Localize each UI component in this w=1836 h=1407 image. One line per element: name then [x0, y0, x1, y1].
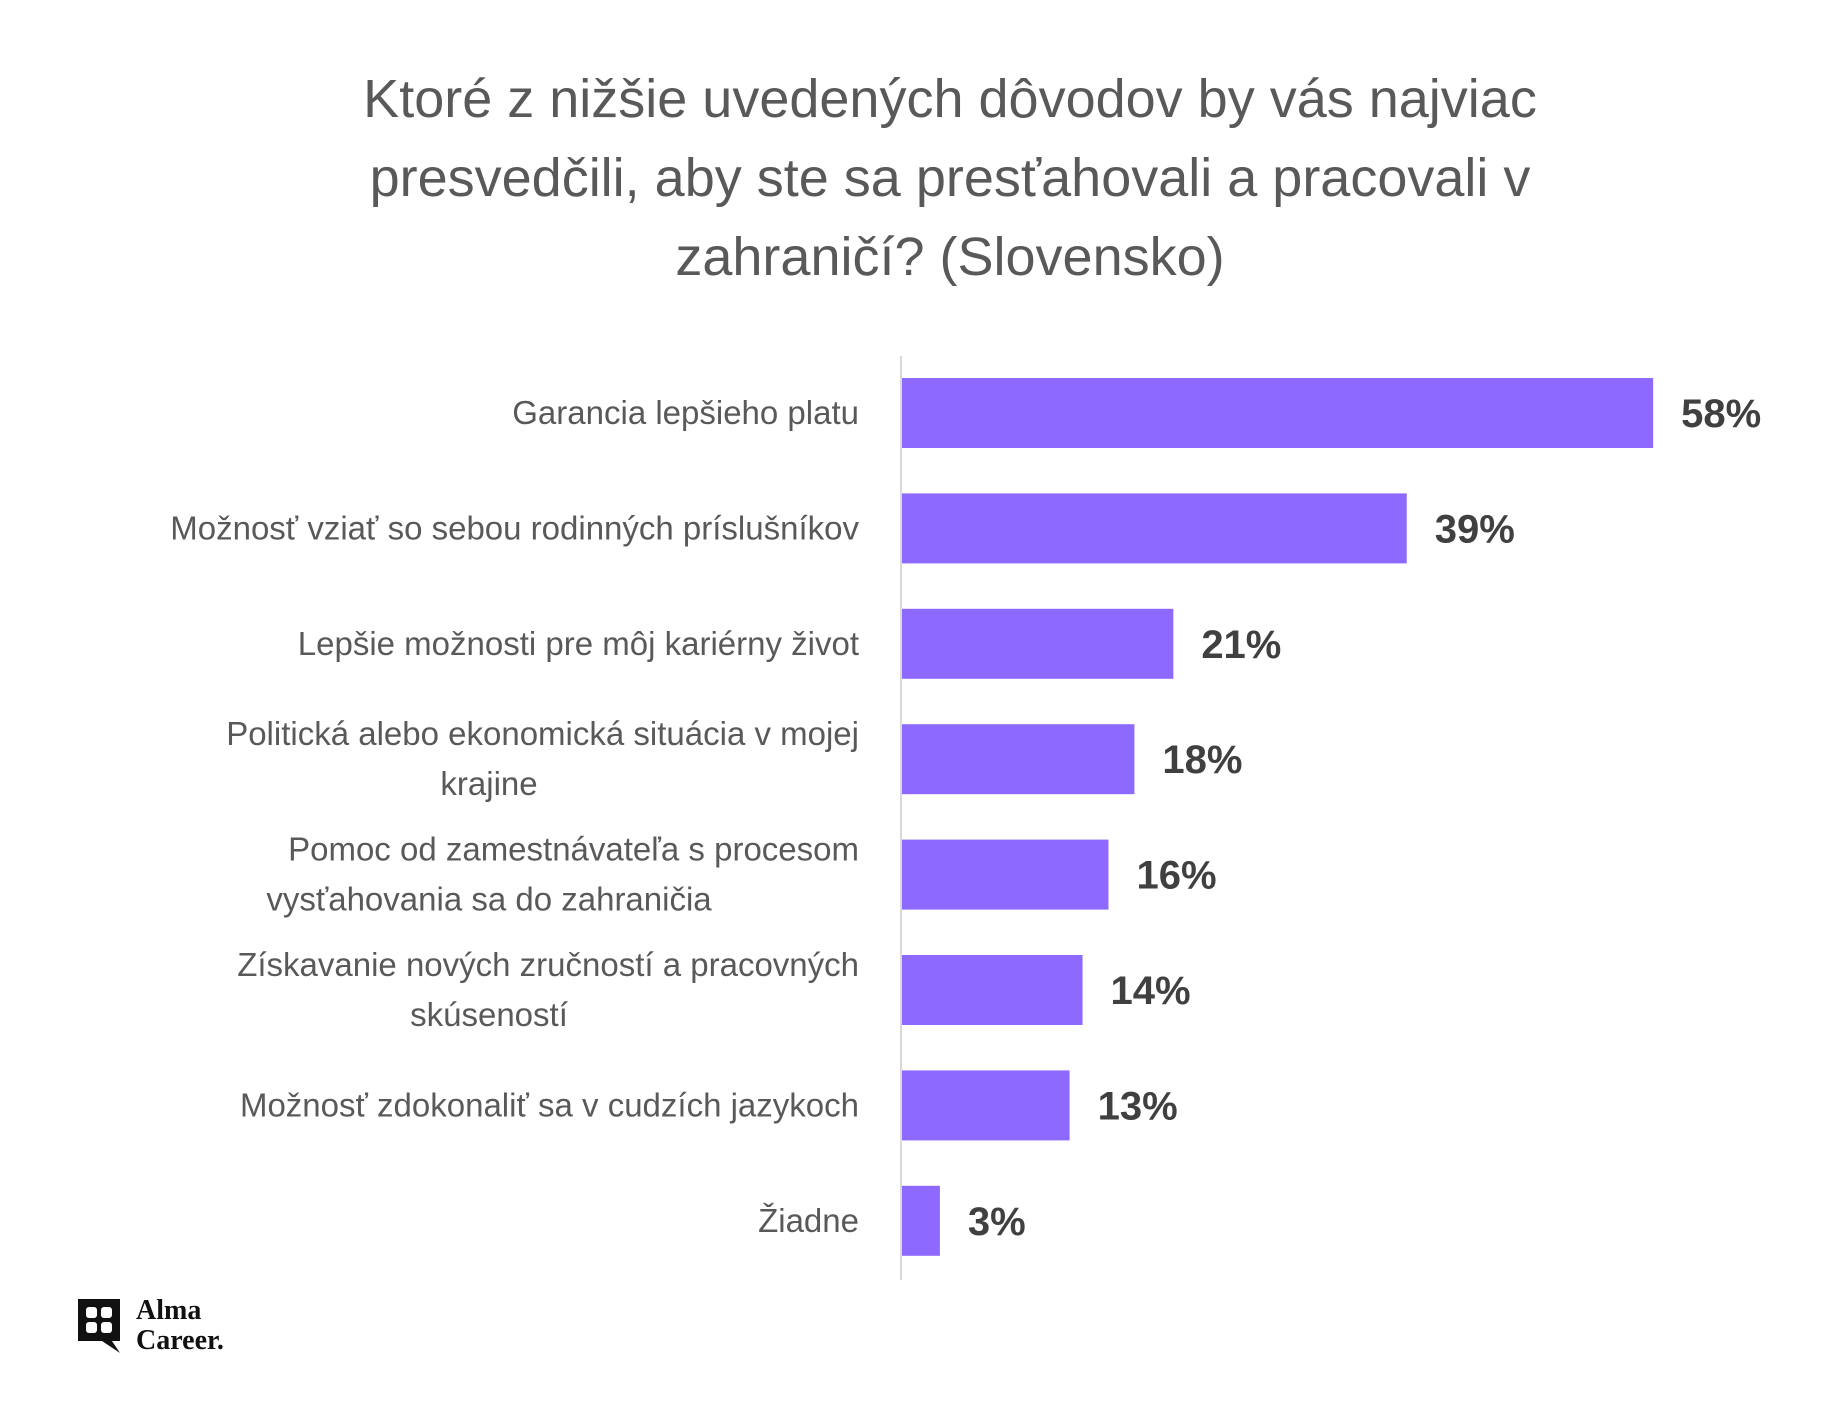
value-label-7: 3%: [968, 1200, 1026, 1244]
value-label-0: 58%: [1681, 392, 1761, 436]
category-label-4: Pomoc od zamestnávateľa s procesom vysťah…: [266, 831, 859, 918]
value-label-2: 21%: [1201, 623, 1281, 667]
category-label-1: Možnosť vziať so sebou rodinných prísluš…: [170, 509, 859, 546]
bars-layer: [901, 378, 1654, 1256]
bar-6: [901, 1070, 1070, 1141]
bar-3: [901, 724, 1135, 795]
bar-2: [901, 608, 1174, 679]
labels-layer: 58% Garancia lepšieho platu 39% Možnosť vzi…: [170, 392, 1761, 1244]
bar-5: [901, 955, 1083, 1025]
bar-0: [901, 378, 1654, 448]
value-label-4: 16%: [1136, 854, 1216, 898]
category-label-3: Politická alebo ekonomická situácia v mo…: [226, 715, 859, 802]
alma-career-logo: Alma Career.: [74, 1296, 224, 1356]
bar-4: [901, 839, 1109, 910]
category-label-2: Lepšie možnosti pre môj kariérny život: [298, 625, 859, 662]
chart-title: Ktoré z nižšie uvedených dôvodov by vás …: [363, 69, 1537, 287]
category-label-7: Žiadne: [758, 1202, 859, 1239]
category-label-5: Získavanie nových zručností a pracovných…: [237, 946, 859, 1033]
value-label-5: 14%: [1111, 969, 1191, 1013]
value-label-1: 39%: [1435, 507, 1515, 551]
category-label-6: Možnosť zdokonaliť sa v cudzích jazykoch: [240, 1086, 859, 1123]
bar-1: [901, 493, 1407, 564]
alma-career-logo-icon: [78, 1299, 120, 1353]
logo-text: Alma Career.: [136, 1295, 224, 1356]
value-label-3: 18%: [1162, 738, 1242, 782]
bar-7: [901, 1185, 940, 1256]
value-label-6: 13%: [1098, 1084, 1178, 1128]
category-label-0: Garancia lepšieho platu: [512, 394, 859, 431]
